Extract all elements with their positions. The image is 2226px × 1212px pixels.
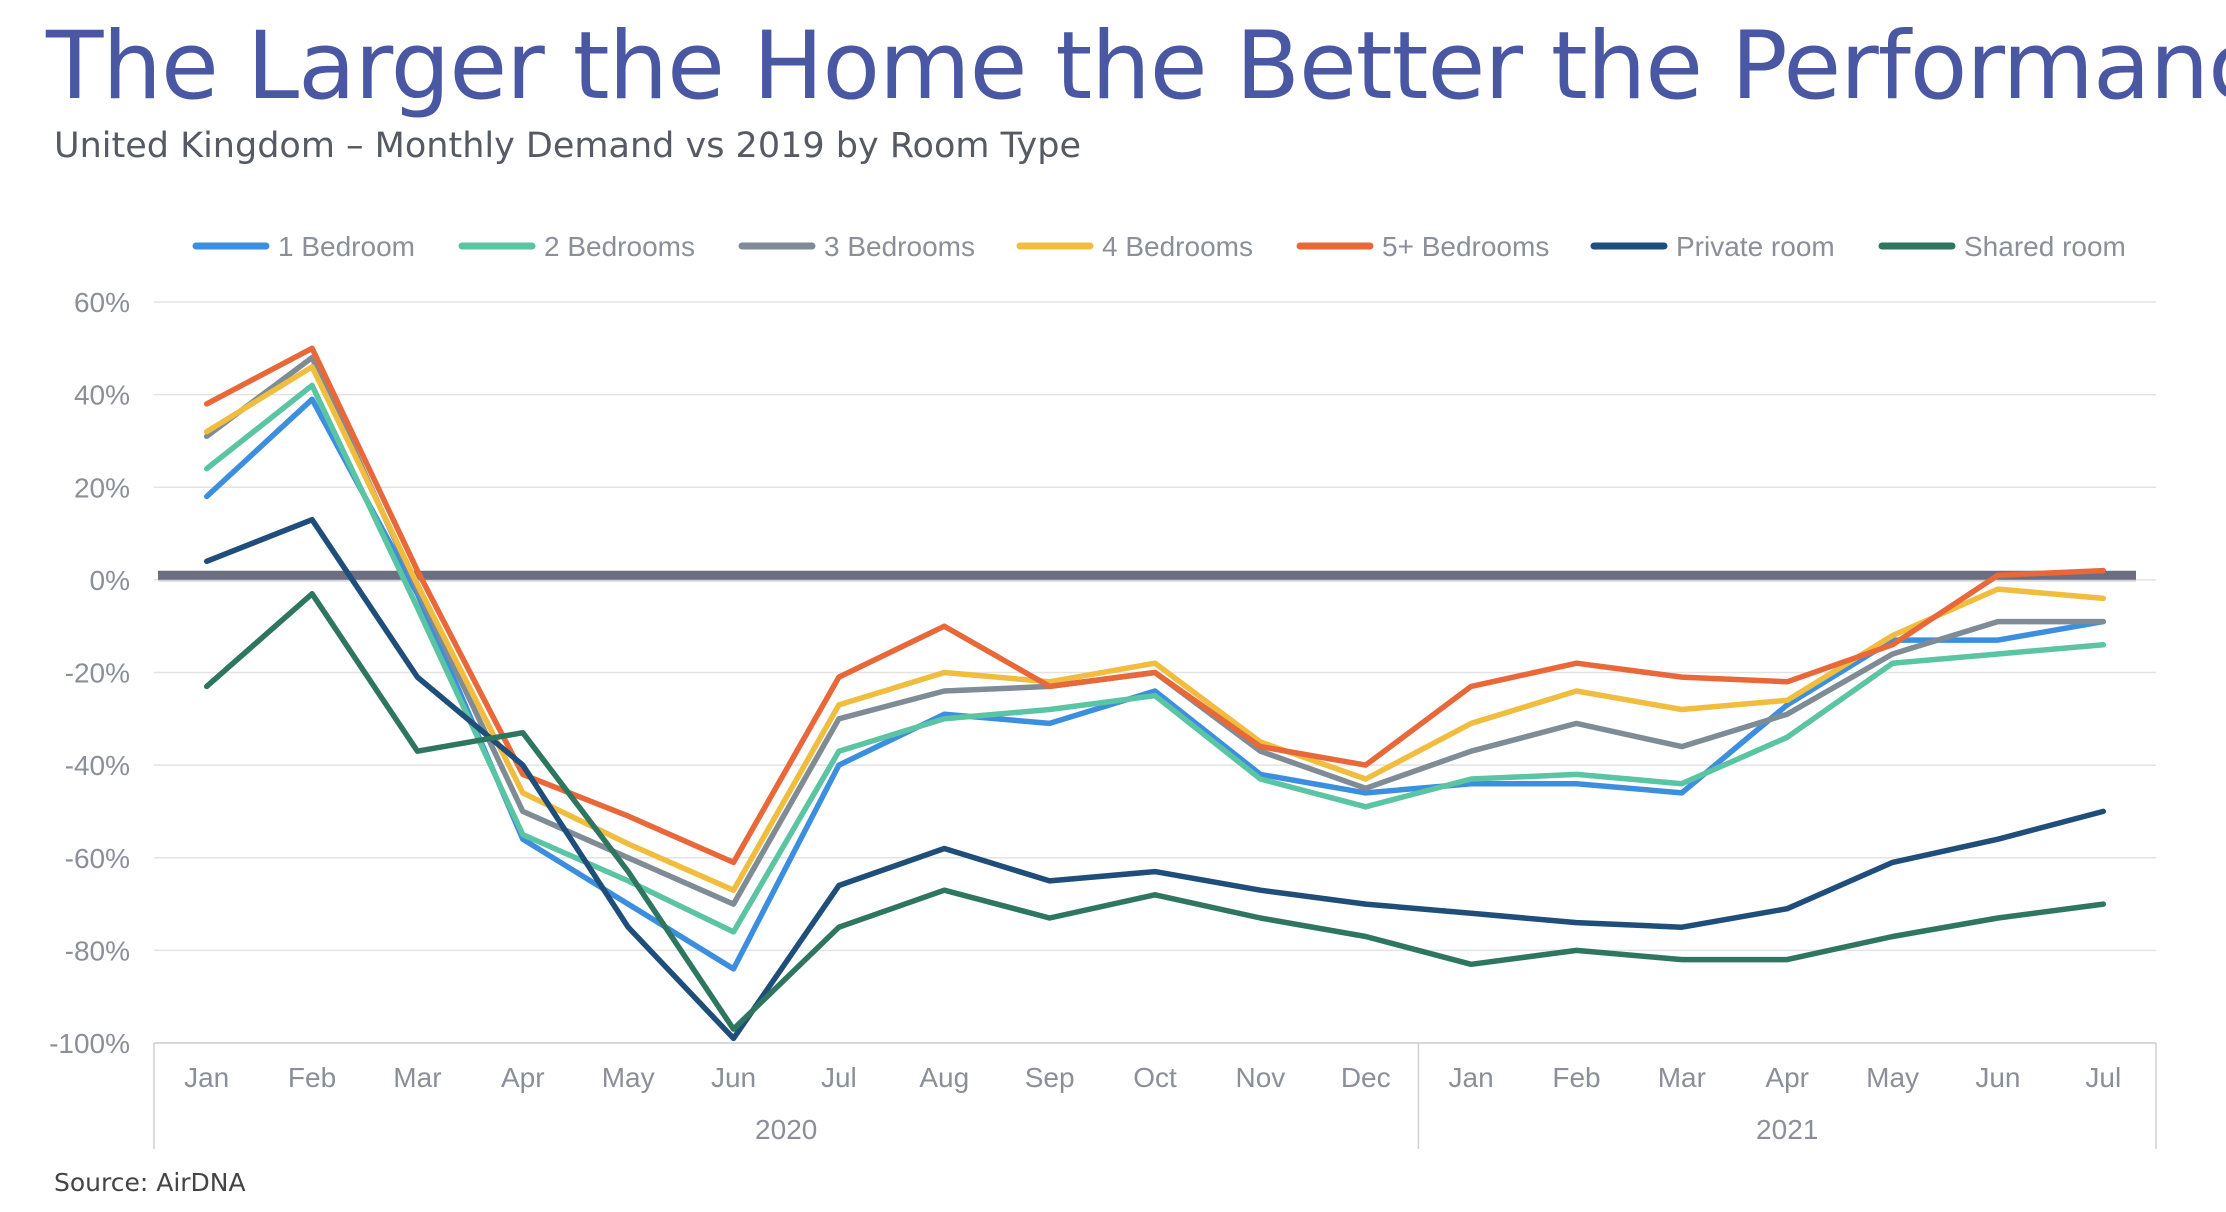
x-tick-label: Jan [184,1062,229,1093]
x-tick-label: Jun [1975,1062,2020,1093]
legend-label-4-bedrooms: 4 Bedrooms [1102,231,1253,262]
legend-label-5plus-bedrooms: 5+ Bedrooms [1382,231,1549,262]
x-tick-label: Jan [1449,1062,1494,1093]
x-tick-label: Oct [1133,1062,1177,1093]
x-tick-label: Jul [821,1062,857,1093]
y-tick-label: 60% [74,287,130,318]
y-tick-label: -40% [65,750,130,781]
x-axis: Jan Feb Mar Apr May Jun Jul Aug Sep Oct Nov Dec Jan F… [153,1042,2157,1149]
series-line-2-bedrooms [203,382,2107,935]
x-tick-label: Feb [288,1062,336,1093]
y-tick-label: 0% [90,565,130,596]
x-tick-label: Dec [1341,1062,1391,1093]
x-tick-label: Jun [711,1062,756,1093]
x-tick-label: May [602,1062,655,1093]
y-tick-label: -20% [65,658,130,689]
x-tick-label: Apr [1765,1062,1809,1093]
y-tick-label: 20% [74,472,130,503]
year-label: 2020 [755,1114,817,1145]
legend: 1 Bedroom 2 Bedrooms 3 Bedrooms 4 Bedrooms 5… [192,231,2126,262]
y-tick-label: -60% [65,843,130,874]
x-tick-label: Mar [1658,1062,1706,1093]
chart-title: The Larger the Home the Better the Perfo… [46,12,2226,121]
y-tick-label: -100% [49,1028,130,1059]
series-line-private-room [203,516,2107,1042]
year-label: 2021 [1756,1114,1818,1145]
legend-label-private-room: Private room [1676,231,1835,262]
x-tick-label: May [1866,1062,1919,1093]
y-tick-label: -80% [65,935,130,966]
x-tick-label: Aug [919,1062,969,1093]
legend-label-1-bedroom: 1 Bedroom [278,231,415,262]
x-tick-label: Feb [1552,1062,1600,1093]
x-tick-label: Jul [2085,1062,2121,1093]
y-axis: 60% 40% 20% 0% -20% -40% -60% -80% -100% [49,287,130,1059]
series-lines [203,345,2107,1042]
series-line-3-bedrooms [203,354,2107,907]
x-tick-label: Sep [1025,1062,1075,1093]
x-tick-label: Mar [393,1062,441,1093]
zero-reference-line [158,570,2136,582]
series-line-shared-room [203,591,2107,1032]
legend-label-3-bedrooms: 3 Bedrooms [824,231,975,262]
legend-label-2-bedrooms: 2 Bedrooms [544,231,695,262]
series-line-4-bedrooms [203,364,2107,893]
x-tick-label: Nov [1235,1062,1285,1093]
series-line-5plus-bedrooms [203,345,2107,866]
x-tick-label: Apr [501,1062,545,1093]
legend-label-shared-room: Shared room [1964,231,2126,262]
source-note: Source: AirDNA [54,1168,246,1197]
series-line-1-bedroom [203,396,2107,972]
chart-subtitle: United Kingdom – Monthly Demand vs 2019 … [54,126,1081,166]
y-tick-label: 40% [74,380,130,411]
